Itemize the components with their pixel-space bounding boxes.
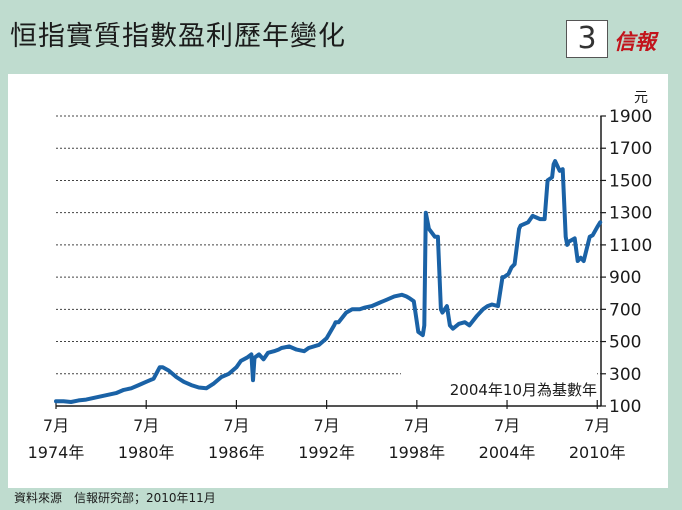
x-tick-month-label: 7月 (494, 416, 520, 435)
y-axis-ticks: 100 300 500 700 900 1100 1300 1500 1700 1900 (601, 107, 652, 417)
brand-logo: 信報 (614, 29, 656, 54)
y-axis-label: 元 (634, 90, 648, 106)
x-tick-year-label: 1992年 (298, 443, 355, 462)
chart-title: 恒指實質指數盈利歷年變化 (10, 21, 346, 52)
y-tick-label: 500 (609, 333, 641, 353)
x-tick-year-label: 1974年 (28, 443, 85, 462)
y-tick-label: 1700 (609, 139, 652, 159)
base-year-annotation: 2004年10月為基數年 (450, 381, 597, 399)
y-tick-label: 1900 (609, 107, 652, 127)
x-tick-month-label: 7月 (584, 416, 610, 435)
chart-panel (8, 74, 668, 488)
source-note: 資料來源 信報研究部；2010年11月 (14, 491, 216, 505)
y-tick-label: 700 (609, 300, 641, 320)
x-tick-year-label: 1986年 (208, 443, 265, 462)
x-tick-year-label: 1998年 (388, 443, 445, 462)
x-tick-month-label: 7月 (404, 416, 430, 435)
x-tick-month-label: 7月 (43, 416, 69, 435)
y-tick-label: 1300 (609, 204, 652, 224)
x-tick-year-label: 2004年 (479, 443, 536, 462)
annotation-background (401, 367, 597, 390)
y-tick-label: 100 (609, 397, 641, 417)
x-tick-month-label: 7月 (133, 416, 159, 435)
y-tick-label: 300 (609, 365, 641, 385)
figure-number-badge: 3 (566, 20, 608, 58)
y-tick-label: 900 (609, 268, 641, 288)
x-tick-year-label: 1980年 (118, 443, 175, 462)
x-axis-ticks: 7月 1974年 7月 1980年 7月 1986年 7月 1992年 7月 1998年 7月 200… (28, 400, 626, 462)
series-line (54, 159, 603, 404)
y-tick-label: 1100 (609, 236, 652, 256)
x-tick-month-label: 7月 (223, 416, 249, 435)
gridlines (56, 115, 601, 375)
x-tick-month-label: 7月 (314, 416, 340, 435)
x-tick-year-label: 2010年 (569, 443, 626, 462)
y-tick-label: 1500 (609, 171, 652, 191)
